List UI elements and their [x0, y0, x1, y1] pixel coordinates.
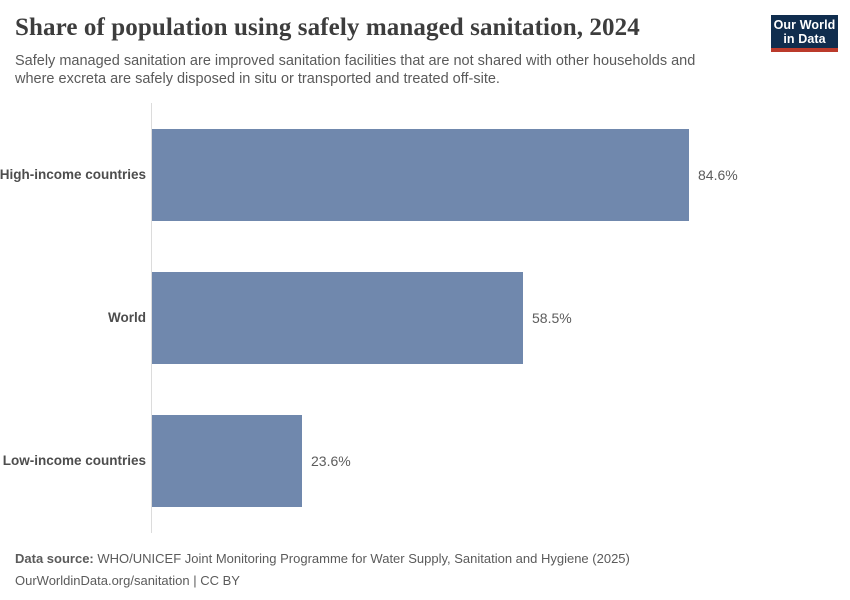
bar-2[interactable] — [152, 415, 302, 507]
category-label: Low-income countries — [2, 453, 146, 468]
chart-footer: Data source: WHO/UNICEF Joint Monitoring… — [15, 548, 630, 592]
owid-logo-text-line2: in Data — [783, 32, 826, 46]
license-line: OurWorldinData.org/sanitation | CC BY — [15, 573, 240, 588]
plot-area: High-income countries 84.6% World 58.5% Low-… — [0, 103, 850, 533]
bar-1[interactable] — [152, 272, 523, 364]
chart-subtitle-line2: where excreta are safely disposed in sit… — [15, 70, 500, 87]
category-label: World — [108, 310, 146, 325]
owid-logo[interactable]: Our World in Data — [771, 15, 838, 52]
value-label: 58.5% — [532, 310, 572, 326]
data-source-line: Data source: WHO/UNICEF Joint Monitoring… — [15, 548, 630, 570]
chart-subtitle: Safely managed sanitation are improved s… — [15, 53, 695, 88]
page-title: Share of population using safely managed… — [15, 14, 640, 41]
value-label: 84.6% — [698, 167, 738, 183]
data-source-text: WHO/UNICEF Joint Monitoring Programme fo… — [93, 551, 630, 566]
category-label: High-income countries — [0, 167, 146, 182]
y-axis-line — [151, 103, 152, 533]
chart-subtitle-line1: Safely managed sanitation are improved s… — [15, 53, 696, 69]
data-source-label: Data source: — [15, 551, 94, 566]
owid-logo-text-line1: Our World — [773, 18, 836, 32]
value-label: 23.6% — [311, 453, 351, 469]
bar-0[interactable] — [152, 129, 689, 221]
